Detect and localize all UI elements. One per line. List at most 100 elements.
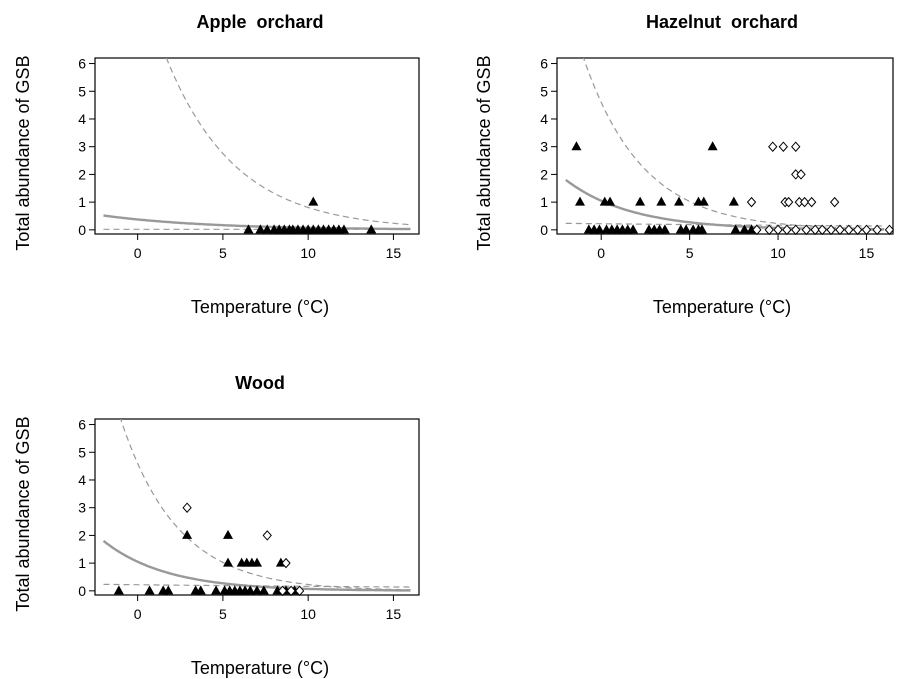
y-tick-label: 4 xyxy=(78,111,86,127)
x-tick-label: 15 xyxy=(859,245,875,261)
triangle-point xyxy=(252,557,262,567)
triangle-point xyxy=(674,196,685,206)
y-tick-label: 0 xyxy=(540,222,548,238)
diamond-point xyxy=(791,141,801,152)
diamond-point xyxy=(294,585,305,597)
triangle-point xyxy=(730,224,741,234)
panel-wood: Wood Temperature (°C) Total abundance of… xyxy=(13,373,420,678)
y-tick-label: 3 xyxy=(78,500,86,516)
panel-title: Wood xyxy=(235,373,285,393)
triangle-point xyxy=(635,196,646,206)
diamond-point xyxy=(806,196,817,208)
plot-frame xyxy=(94,418,420,596)
triangle-point xyxy=(697,224,708,234)
y-tick-label: 3 xyxy=(78,139,86,155)
diamond-point xyxy=(782,224,792,236)
diamond-point xyxy=(852,224,863,236)
y-tick-label: 6 xyxy=(78,56,86,72)
diamond-point xyxy=(796,169,806,180)
x-tick-label: 5 xyxy=(219,245,227,261)
triangle-point xyxy=(195,585,206,595)
x-tick-label: 0 xyxy=(134,245,142,261)
triangle-point xyxy=(223,557,234,567)
triangle-point xyxy=(594,224,605,234)
diamond-point xyxy=(286,585,296,597)
y-tick-label: 3 xyxy=(540,139,548,155)
x-tick-label: 10 xyxy=(770,245,786,261)
diamond-point xyxy=(817,224,827,236)
triangle-point xyxy=(571,141,582,151)
triangle-point xyxy=(243,224,254,234)
x-axis-label: Temperature (°C) xyxy=(191,658,329,678)
y-tick-label: 2 xyxy=(540,166,548,182)
triangle-point xyxy=(574,196,585,206)
triangle-point xyxy=(366,224,377,234)
x-tick-label: 0 xyxy=(134,606,142,622)
diamond-point xyxy=(861,224,872,236)
panel-title: Apple orchard xyxy=(196,12,323,32)
triangle-point xyxy=(113,585,124,595)
y-axis-label: Total abundance of GSB xyxy=(474,55,494,250)
y-tick-label: 2 xyxy=(78,527,86,543)
plot-frame xyxy=(94,57,420,235)
triangle-point xyxy=(656,196,667,206)
mean-fit-curve xyxy=(103,214,411,231)
diamond-point xyxy=(791,224,801,236)
upper-fit-curve xyxy=(165,58,411,226)
triangle-point xyxy=(255,224,266,234)
panel-hazelnut-orchard: Hazelnut orchard Temperature (°C) Total … xyxy=(474,12,895,317)
y-tick-label: 0 xyxy=(78,222,86,238)
panel-apple-orchard: Apple orchard Temperature (°C) Total abu… xyxy=(13,12,420,317)
panel-title: Hazelnut orchard xyxy=(646,12,798,32)
triangle-point xyxy=(605,196,616,206)
x-tick-label: 10 xyxy=(300,245,316,261)
diamond-point xyxy=(182,502,192,513)
y-tick-label: 1 xyxy=(78,555,86,571)
y-tick-label: 4 xyxy=(78,472,86,488)
triangle-point xyxy=(258,585,269,595)
diamond-point xyxy=(884,224,895,236)
triangle-point xyxy=(659,224,670,234)
triangle-point xyxy=(728,196,739,206)
triangle-point xyxy=(698,196,709,206)
triangle-point xyxy=(144,585,155,595)
triangle-point xyxy=(707,141,718,151)
x-tick-label: 10 xyxy=(300,606,316,622)
triangle-point xyxy=(262,224,273,234)
diamond-point xyxy=(277,585,288,597)
diamond-point xyxy=(835,224,845,236)
diamond-point xyxy=(768,141,778,152)
triangle-point xyxy=(681,224,692,234)
x-tick-label: 15 xyxy=(386,245,402,261)
y-tick-label: 1 xyxy=(78,194,86,210)
diamond-point xyxy=(746,196,757,208)
diamond-point xyxy=(752,224,762,236)
diamond-point xyxy=(801,224,812,236)
triangle-point xyxy=(182,529,193,539)
y-tick-label: 2 xyxy=(78,166,86,182)
triangle-point xyxy=(628,224,639,234)
x-tick-label: 15 xyxy=(386,606,402,622)
x-axis-label: Temperature (°C) xyxy=(191,297,329,317)
y-axis-label: Total abundance of GSB xyxy=(13,55,33,250)
triangle-point xyxy=(245,585,256,595)
plot-frame xyxy=(556,57,894,235)
diamond-point xyxy=(826,224,836,236)
diamond-point xyxy=(262,530,272,541)
y-tick-label: 1 xyxy=(540,194,548,210)
upper-fit-curve xyxy=(120,419,411,591)
y-tick-label: 5 xyxy=(78,444,86,460)
x-tick-label: 5 xyxy=(686,245,694,261)
diamond-point xyxy=(281,557,291,569)
triangle-point xyxy=(739,224,750,234)
triangle-point xyxy=(252,585,262,595)
x-tick-label: 5 xyxy=(219,606,227,622)
triangle-point xyxy=(211,585,222,595)
upper-fit-curve xyxy=(582,58,885,230)
triangle-point xyxy=(163,585,174,595)
y-tick-label: 6 xyxy=(78,417,86,433)
diamond-point xyxy=(872,224,882,236)
y-tick-label: 5 xyxy=(540,83,548,99)
x-axis-label: Temperature (°C) xyxy=(653,297,791,317)
